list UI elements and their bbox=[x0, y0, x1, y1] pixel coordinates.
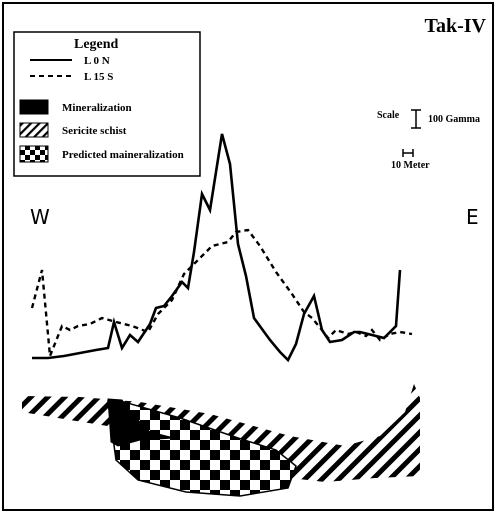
scale-indicator: Scale 100 Gamma 10 Meter bbox=[377, 109, 480, 171]
legend-box: Legend L 0 N L 15 S Mineralization Seric… bbox=[13, 31, 201, 177]
legend-swatch-sericite-schist bbox=[19, 122, 49, 138]
legend-label-l15s: L 15 S bbox=[84, 71, 113, 83]
west-label: W bbox=[30, 205, 50, 229]
east-label: E bbox=[466, 205, 479, 229]
predicted-mineralization-unit bbox=[107, 400, 297, 497]
legend-label-sericite-schist: Sericite schist bbox=[62, 125, 127, 137]
series-line-l15s bbox=[30, 228, 413, 357]
series-line-l0n bbox=[32, 133, 402, 363]
scale-meter-label: 10 Meter bbox=[391, 160, 430, 171]
legend-swatch-mineralization bbox=[19, 99, 49, 115]
cross-section bbox=[22, 384, 420, 497]
legend-label-l0n: L 0 N bbox=[84, 55, 110, 67]
profile-series bbox=[30, 133, 413, 363]
chart-title: Tak-IV bbox=[424, 15, 486, 37]
legend-heading: Legend bbox=[74, 37, 119, 52]
legend-swatch-predicted-mineralization bbox=[19, 145, 49, 163]
scale-gamma-label: 100 Gamma bbox=[428, 114, 480, 125]
mineralization-unit bbox=[107, 398, 175, 447]
legend-label-mineralization: Mineralization bbox=[62, 102, 132, 114]
scale-label: Scale bbox=[377, 110, 400, 121]
legend-label-predicted-mineralization: Predicted maineralization bbox=[62, 149, 184, 161]
